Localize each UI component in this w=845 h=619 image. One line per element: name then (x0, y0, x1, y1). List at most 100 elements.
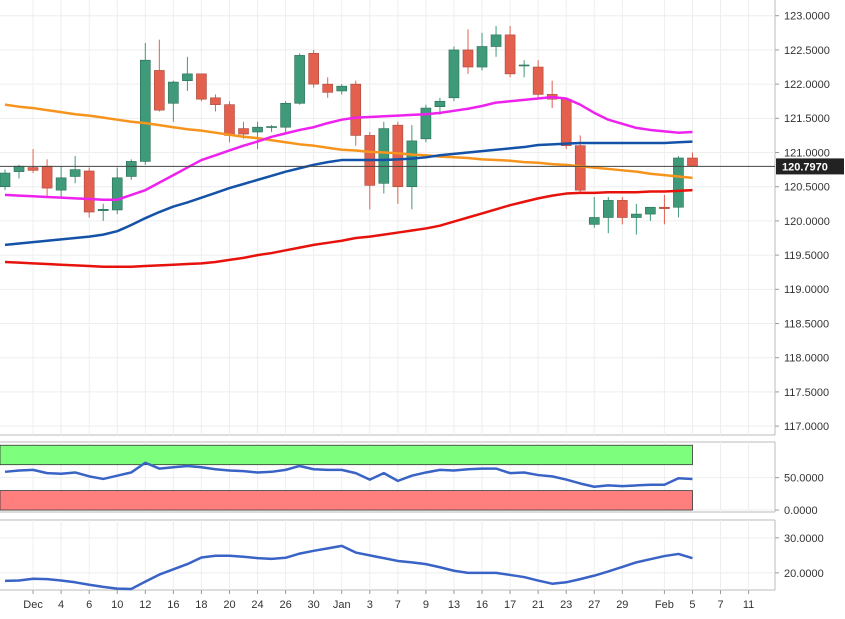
candle-body (27, 167, 39, 171)
candle-body (210, 97, 221, 105)
candle-body (13, 165, 25, 172)
x-tick-label: 5 (689, 599, 695, 611)
candle-body (617, 200, 628, 218)
x-tick-label: 13 (448, 599, 460, 611)
candle-body (560, 98, 572, 146)
candle-body (687, 157, 698, 167)
candle-body (294, 55, 305, 104)
candle-body (125, 161, 137, 177)
candle-body (490, 34, 502, 47)
y-tick-label: 123.0000 (784, 11, 830, 23)
candle-body (434, 100, 446, 107)
candle-body (448, 49, 460, 99)
candle-body (140, 59, 151, 162)
x-tick-label: 9 (423, 599, 429, 611)
x-tick-label: 7 (717, 599, 723, 611)
x-tick-label: 18 (195, 599, 207, 611)
indicator-line (4, 544, 693, 591)
x-tick-label: 30 (308, 599, 320, 611)
x-tick-label: 21 (532, 599, 544, 611)
candle-body (406, 140, 418, 188)
y-tick-label: 120.0000 (784, 216, 830, 228)
y-tick-label: 119.0000 (784, 284, 829, 296)
indicator-line (4, 461, 693, 488)
candle-body (518, 64, 530, 67)
x-tick-label: 20 (223, 599, 235, 611)
threshold-band (0, 490, 693, 511)
y-tick-label: 117.0000 (784, 421, 829, 433)
candle-body (631, 213, 642, 218)
x-tick-label: 26 (279, 599, 291, 611)
candle-body (168, 81, 179, 104)
candle-body (322, 83, 333, 93)
y-tick-label: 117.5000 (784, 387, 829, 399)
candle-body (41, 165, 53, 189)
candle-body (55, 177, 67, 191)
candle-body (238, 128, 249, 135)
candle-body (532, 66, 544, 95)
x-tick-label: Feb (655, 599, 674, 611)
y-tick-label: 20.0000 (784, 568, 824, 580)
candle-body (252, 126, 263, 133)
x-tick-label: 24 (251, 599, 263, 611)
candle-body (182, 73, 193, 82)
candle-body (266, 126, 277, 128)
candle-body (196, 73, 207, 100)
y-tick-label: 122.0000 (784, 79, 830, 91)
last-price-label: 120.7970 (782, 161, 828, 173)
candle-body (378, 128, 390, 184)
candle-body (280, 102, 291, 128)
indicator-line (4, 188, 693, 268)
y-tick-label: 50.0000 (784, 473, 824, 485)
candle-body (462, 49, 474, 68)
candle-body (350, 83, 362, 136)
x-tick-label: 6 (86, 599, 92, 611)
indicator-line (4, 140, 693, 247)
indicator-line (4, 95, 693, 201)
candle-body (97, 208, 109, 211)
candle-body (224, 104, 235, 136)
x-tick-label: 17 (504, 599, 516, 611)
last-price-box (776, 158, 844, 175)
x-tick-label: 16 (167, 599, 179, 611)
candle-body (336, 85, 348, 92)
x-tick-label: 29 (616, 599, 628, 611)
x-tick-label: 3 (367, 599, 373, 611)
x-tick-label: 7 (395, 599, 401, 611)
x-tick-label: 27 (588, 599, 600, 611)
candle-body (69, 169, 81, 177)
x-tick-label: 4 (58, 599, 64, 611)
y-tick-label: 30.0000 (784, 533, 824, 545)
y-tick-label: 0.0000 (784, 505, 818, 517)
candle-body (0, 172, 11, 188)
x-tick-label: Dec (23, 599, 43, 611)
x-tick-label: 16 (476, 599, 488, 611)
candle-body (392, 124, 404, 188)
threshold-band (0, 444, 693, 466)
x-tick-label: 12 (139, 599, 151, 611)
candle-body (659, 206, 670, 209)
y-tick-label: 118.5000 (784, 318, 829, 330)
x-tick-label: 11 (743, 599, 754, 611)
candle-body (504, 34, 516, 75)
y-tick-label: 121.5000 (784, 113, 830, 125)
candle-body (420, 107, 432, 140)
candle-body (83, 170, 95, 213)
candle-body (308, 53, 319, 85)
y-tick-label: 121.0000 (784, 147, 830, 159)
y-tick-label: 118.0000 (784, 353, 829, 365)
candle-body (574, 145, 586, 191)
y-tick-label: 119.5000 (784, 250, 829, 262)
candle-body (673, 157, 684, 208)
candle-body (476, 46, 488, 68)
candle-body (602, 200, 614, 218)
x-tick-label: 10 (111, 599, 123, 611)
y-tick-label: 120.5000 (784, 182, 830, 194)
candle-body (645, 206, 656, 215)
y-tick-label: 122.5000 (784, 45, 830, 57)
x-tick-label: Jan (333, 599, 351, 611)
candle-body (588, 217, 600, 225)
